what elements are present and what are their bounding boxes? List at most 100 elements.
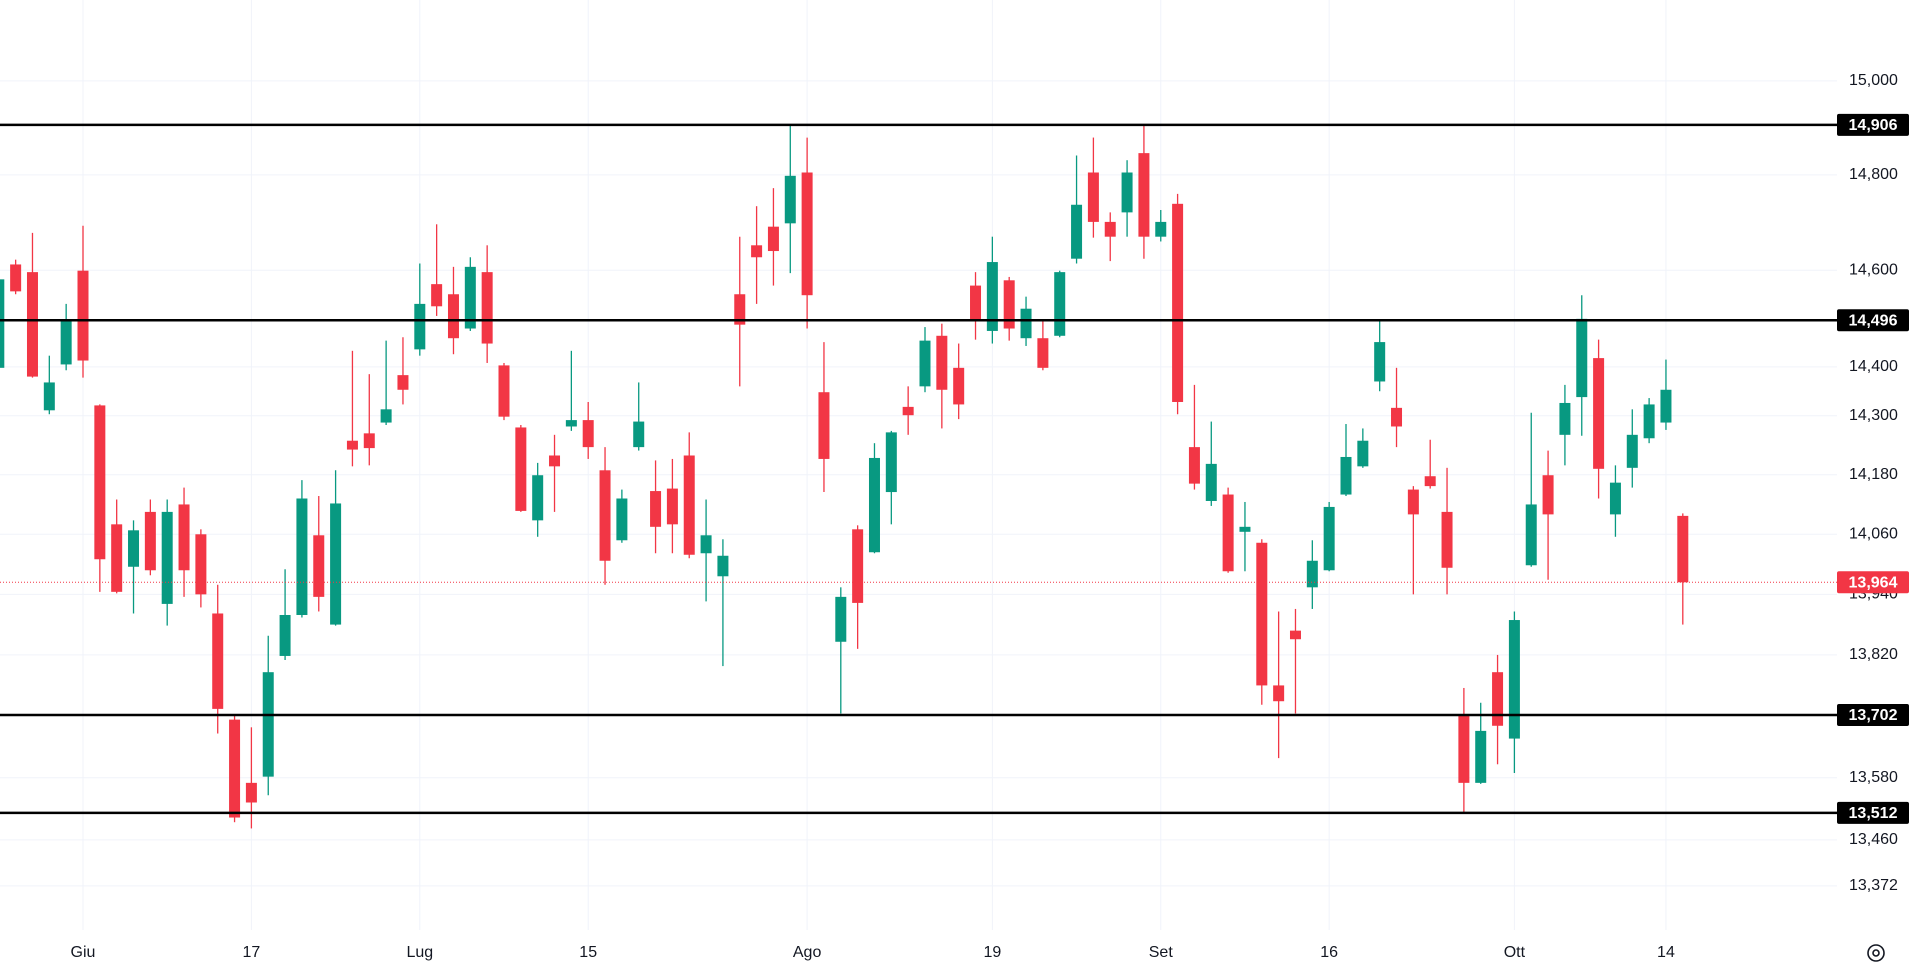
level-label: 13,512 <box>1849 805 1898 822</box>
candle-body <box>650 491 662 527</box>
candle-body <box>835 596 847 642</box>
x-tick-label: 19 <box>983 944 1001 961</box>
candle-body <box>431 284 443 307</box>
candle-body <box>1559 402 1571 435</box>
x-tick-label: 15 <box>579 944 597 961</box>
candle-body <box>1104 221 1116 237</box>
candle-body <box>1121 172 1133 213</box>
candle-body <box>363 433 375 449</box>
candle-body <box>0 279 5 368</box>
y-tick-label: 14,180 <box>1849 466 1898 483</box>
candle-body <box>717 555 729 577</box>
candle-body <box>970 285 982 322</box>
candle-body <box>178 504 190 571</box>
candle-body <box>1087 172 1099 222</box>
x-tick-label: Ago <box>793 944 822 961</box>
candle-body <box>582 420 594 448</box>
candle-body <box>515 427 527 511</box>
x-tick-label: 17 <box>243 944 261 961</box>
candle-body <box>1508 620 1520 739</box>
current-price-box <box>1837 571 1909 594</box>
candle-body <box>279 614 291 656</box>
candle-body <box>1525 504 1537 566</box>
candle-body <box>245 782 257 803</box>
candle-body <box>1323 506 1335 571</box>
candle-body <box>700 535 712 554</box>
candle-body <box>1593 358 1605 469</box>
candle-body <box>1357 440 1369 467</box>
candle-body <box>161 511 173 604</box>
candle-body <box>481 272 493 344</box>
candle-body <box>296 498 308 615</box>
candle-body <box>313 535 325 597</box>
y-tick-label: 15,000 <box>1849 72 1898 89</box>
level-label: 14,496 <box>1849 313 1898 330</box>
candle-body <box>1003 280 1015 329</box>
candle-body <box>77 270 89 361</box>
candle-body <box>26 272 38 377</box>
candle-body <box>1273 685 1285 702</box>
level-label-box <box>1837 309 1909 332</box>
candle-body <box>751 245 763 258</box>
candle-body <box>1239 526 1251 532</box>
candle-body <box>380 409 392 423</box>
candle-body <box>885 432 897 493</box>
candle-body <box>549 455 561 467</box>
candle-body <box>346 440 358 450</box>
candle-body <box>144 511 156 571</box>
candle-body <box>919 340 931 387</box>
candle-body <box>1256 542 1268 686</box>
level-label: 13,702 <box>1849 707 1898 724</box>
candle-body <box>111 524 123 592</box>
candle-body <box>1138 153 1150 237</box>
candle-body <box>1037 338 1049 368</box>
candle-body <box>60 321 72 365</box>
candle-body <box>229 719 241 818</box>
candle-body <box>666 488 678 525</box>
candle-body <box>734 294 746 325</box>
candle-body <box>1542 475 1554 515</box>
candle-body <box>1306 560 1318 588</box>
candle-body <box>1340 456 1352 495</box>
y-tick-label: 14,400 <box>1849 358 1898 375</box>
candle-body <box>818 392 830 459</box>
candle-body <box>1188 447 1200 484</box>
candle-body <box>767 226 779 252</box>
candle-body <box>414 303 426 350</box>
candle-body <box>262 672 274 777</box>
x-tick-label: 16 <box>1320 944 1338 961</box>
candle-body <box>10 264 22 292</box>
candle-body <box>195 534 207 595</box>
level-label-box <box>1837 113 1909 136</box>
candle-body <box>1458 715 1470 783</box>
candle-body <box>953 367 965 405</box>
level-label-box <box>1837 801 1909 824</box>
level-label-box <box>1837 704 1909 727</box>
candle-body <box>565 420 577 427</box>
x-tick-label: 14 <box>1657 944 1675 961</box>
y-tick-label: 13,820 <box>1849 646 1898 663</box>
candle-body <box>1660 389 1672 423</box>
candle-body <box>1172 203 1184 402</box>
candle-body <box>94 405 106 560</box>
candle-body <box>1643 404 1655 439</box>
candle-body <box>1222 494 1234 572</box>
level-label: 14,906 <box>1849 117 1898 134</box>
candle-body <box>1374 342 1386 382</box>
candle-body <box>801 172 813 296</box>
x-tick-label: Set <box>1149 944 1174 961</box>
x-tick-label: Lug <box>406 944 433 961</box>
candle-body <box>532 475 544 521</box>
candle-body <box>1407 489 1419 515</box>
candle-body <box>1054 272 1066 336</box>
settings-icon-ring <box>1867 944 1885 962</box>
candle-body <box>43 382 55 411</box>
candle-body <box>1475 730 1487 783</box>
settings-icon[interactable] <box>1867 944 1885 962</box>
candle-body <box>397 375 409 390</box>
x-tick-label: Giu <box>71 944 96 961</box>
candle-body <box>852 529 864 603</box>
candle-body <box>902 406 914 416</box>
